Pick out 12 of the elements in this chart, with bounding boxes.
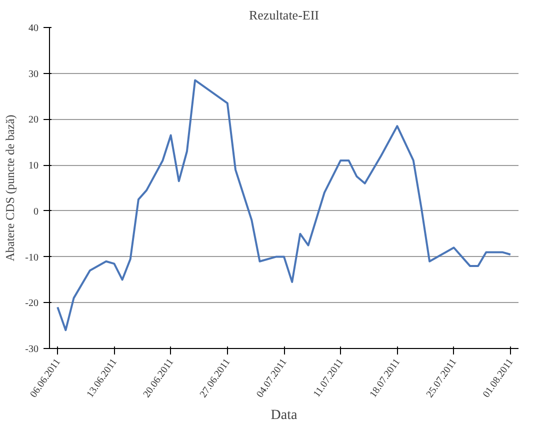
y-tick-label: -20 — [25, 298, 39, 310]
y-tick-label: 20 — [28, 114, 38, 126]
y-tick-label: 30 — [28, 68, 38, 80]
y-tick-label: 10 — [28, 160, 38, 172]
line-series — [56, 79, 512, 332]
y-tick-label: 40 — [28, 23, 38, 34]
y-tick-label: -10 — [25, 252, 39, 264]
y-axis-title: Abatere CDS (puncte de bază) — [3, 114, 18, 262]
x-axis-title: Data — [270, 408, 298, 424]
y-tick-label: 0 — [34, 206, 38, 218]
chart-title: Rezultate-EII — [248, 8, 320, 22]
y-tick-label: -30 — [25, 344, 39, 355]
